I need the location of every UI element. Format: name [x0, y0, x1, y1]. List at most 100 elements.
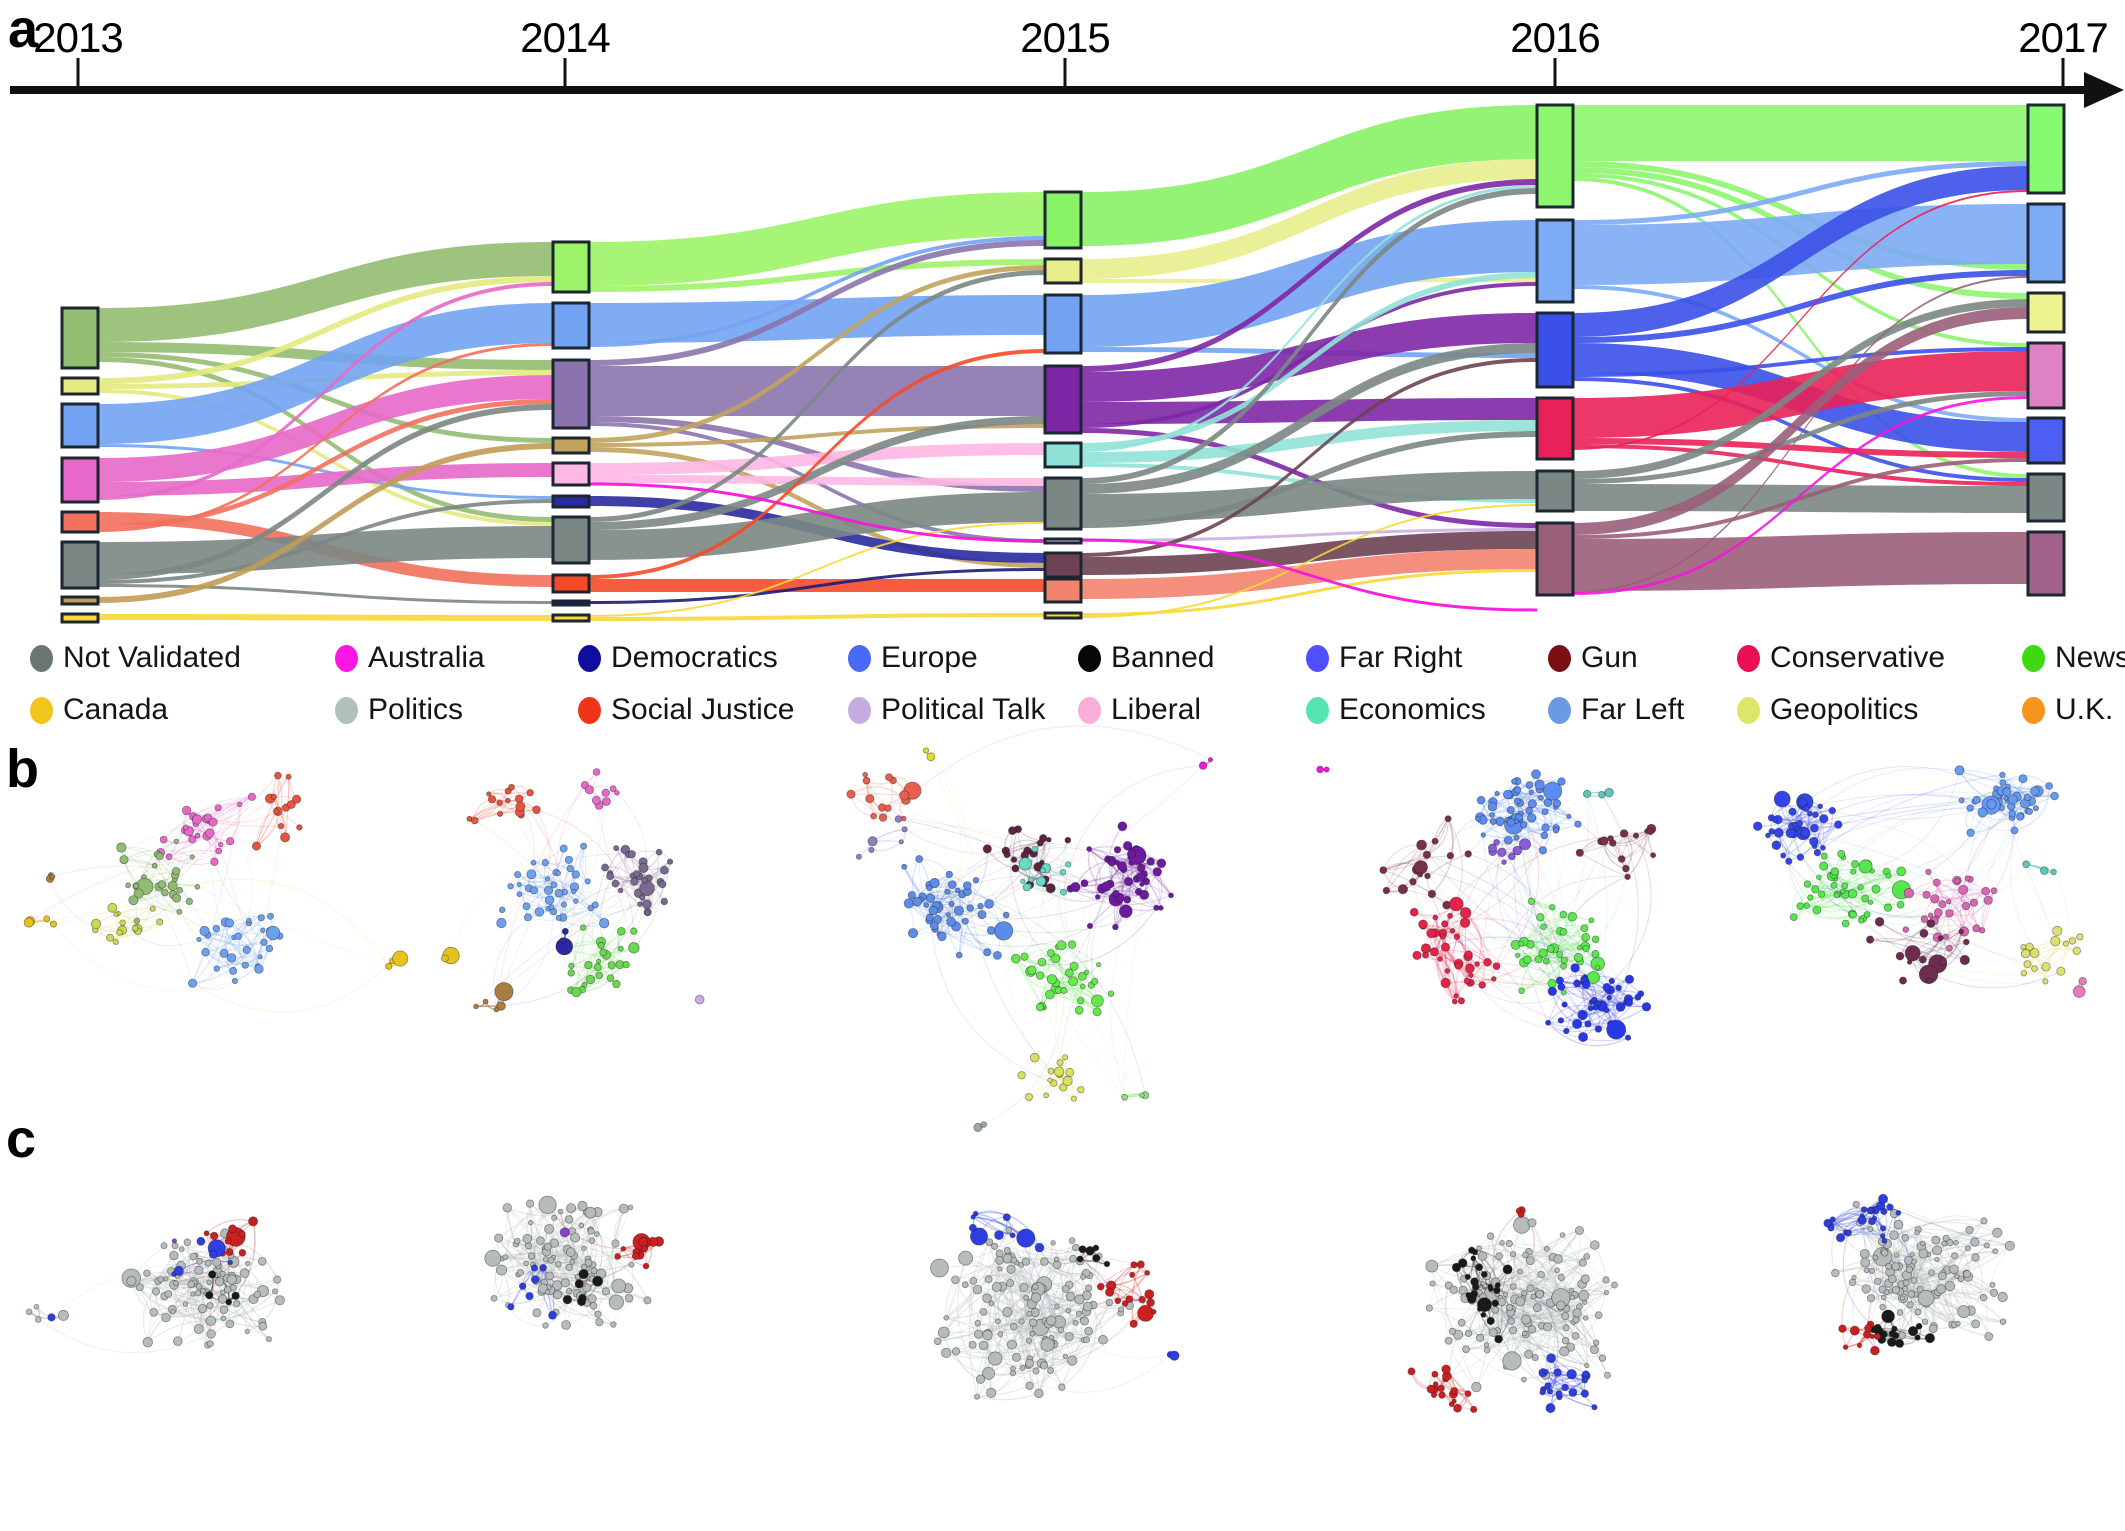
sankey-node-b10	[551, 613, 591, 623]
sankey-node-d3	[1535, 311, 1575, 389]
network-c-2017	[1823, 1193, 2015, 1356]
arrowhead-icon	[2084, 72, 2124, 108]
legend-item-canada: Canada	[30, 692, 168, 728]
sankey-node-c6	[1043, 476, 1083, 531]
sankey-node-b6	[551, 494, 591, 509]
timeline-axis	[10, 58, 2124, 108]
legend-dot-icon	[1737, 644, 1760, 672]
year-tick	[76, 58, 80, 86]
legend-label: Political Talk	[881, 693, 1046, 726]
network-b-2015	[846, 725, 1214, 1132]
sankey-node-b3	[551, 358, 591, 430]
legend-label: Social Justice	[611, 693, 795, 726]
sankey-node-b4	[551, 436, 591, 455]
sankey-node-c8	[1043, 551, 1083, 579]
legend-item-conservative: Conservative	[1737, 640, 1945, 676]
legend-item-gun: Gun	[1548, 640, 1638, 676]
legend-label: Australia	[368, 641, 485, 674]
sankey-node-c5	[1043, 441, 1083, 469]
legend-item-liberal: Liberal	[1078, 692, 1201, 728]
sankey-node-a7	[60, 595, 100, 606]
sankey-node-c7	[1043, 537, 1083, 545]
sankey-flows	[98, 105, 2028, 621]
network-c-2013	[25, 1216, 285, 1354]
year-label-2013: 2013	[33, 14, 123, 61]
legend-label: U.K.	[2055, 693, 2114, 726]
legend-label: Europe	[881, 641, 978, 674]
year-label-2017: 2017	[2018, 14, 2108, 61]
legend-dot-icon	[335, 696, 358, 724]
legend-label: Economics	[1339, 693, 1486, 726]
legend-label: Geopolitics	[1770, 693, 1919, 726]
legend-item-news: News	[2022, 640, 2125, 676]
year-tick	[563, 58, 567, 86]
sankey-node-c3	[1043, 293, 1083, 355]
legend-item-u-k: U.K.	[2022, 692, 2113, 728]
sankey-node-e2	[2026, 202, 2066, 284]
legend-label: News	[2055, 641, 2125, 674]
legend-item-not-validated: Not Validated	[30, 640, 241, 676]
sankey-node-a2	[60, 376, 100, 396]
legend-label: Liberal	[1111, 693, 1202, 726]
panel-b-label: b	[6, 739, 39, 799]
legend-dot-icon	[1078, 644, 1101, 672]
legend-item-far-right: Far Right	[1306, 640, 1462, 676]
legend-dot-icon	[1306, 696, 1329, 724]
sankey-node-e3	[2026, 291, 2066, 334]
sankey-node-c9	[1043, 577, 1083, 604]
legend-item-australia: Australia	[335, 640, 485, 676]
sankey-node-b1	[551, 240, 591, 294]
panel-c-label: c	[6, 1109, 37, 1169]
sankey-node-d2	[1535, 218, 1575, 304]
sankey-node-a5	[60, 510, 100, 534]
legend-label: Banned	[1111, 641, 1215, 674]
network-b-2013	[23, 771, 409, 1013]
legend-item-far-left: Far Left	[1548, 692, 1684, 728]
network-b-2017	[1752, 765, 2087, 998]
sankey-node-c10	[1043, 611, 1083, 620]
legend-label: Conservative	[1770, 641, 1946, 674]
legend-dot-icon	[1078, 696, 1101, 724]
legend-item-banned: Banned	[1078, 640, 1214, 676]
sankey-node-d5	[1535, 469, 1575, 513]
sankey-node-b5	[551, 461, 591, 487]
legend-item-social-justice: Social Justice	[578, 692, 794, 728]
legend-dot-icon	[848, 696, 871, 724]
year-tick	[1553, 58, 1557, 86]
legend-item-economics: Economics	[1306, 692, 1486, 728]
sankey-node-b2	[551, 301, 591, 350]
sankey-node-c1	[1043, 190, 1083, 250]
sankey-node-e1	[2026, 103, 2066, 195]
year-label-2016: 2016	[1510, 14, 1600, 61]
legend-dot-icon	[30, 644, 53, 672]
sankey-node-a1	[60, 306, 100, 370]
sankey-node-e7	[2026, 530, 2066, 597]
sankey-node-e6	[2026, 472, 2066, 523]
year-label-2014: 2014	[520, 14, 610, 61]
legend-label: Gun	[1581, 641, 1638, 674]
legend-dot-icon	[1548, 696, 1571, 724]
legend-dot-icon	[1306, 644, 1329, 672]
legend-label: Not Validated	[63, 641, 241, 674]
legend-item-geopolitics: Geopolitics	[1737, 692, 1918, 728]
sankey-node-e4	[2026, 341, 2066, 410]
sankey-node-b8	[551, 573, 591, 594]
legend-dot-icon	[335, 644, 358, 672]
legend-label: Democratics	[611, 641, 778, 674]
year-tick	[1063, 58, 1067, 86]
legend-dot-icon	[30, 696, 53, 724]
year-label-2015: 2015	[1020, 14, 1110, 61]
legend-dot-icon	[2022, 696, 2045, 724]
sankey-node-d1	[1535, 103, 1575, 209]
legend-label: Politics	[368, 693, 464, 726]
sankey-node-a8	[60, 612, 100, 624]
sankey-nodes	[60, 103, 2066, 624]
sankey-node-a6	[60, 540, 100, 590]
legend-item-politics: Politics	[335, 692, 463, 728]
panel-a-label: a	[8, 0, 39, 59]
network-b-2016	[1316, 765, 1657, 1047]
legend-dot-icon	[848, 644, 871, 672]
sankey-node-b9	[551, 599, 591, 607]
sankey-node-c2	[1043, 257, 1083, 285]
